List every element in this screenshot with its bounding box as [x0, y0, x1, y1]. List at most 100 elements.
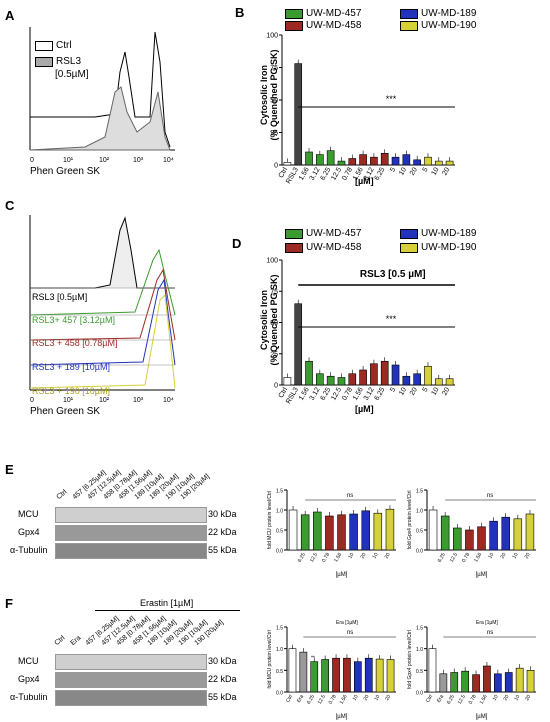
- chart-f1-bar-5: [343, 657, 351, 693]
- chart-e1-xtick-2: 12.5: [309, 552, 319, 564]
- chart-e1-xtick-1: 6.25: [297, 552, 307, 564]
- chart-b-bar-7: [359, 154, 367, 166]
- d-legend-457: UW-MD-457: [285, 228, 361, 239]
- chart-b-bar-3: [316, 154, 324, 166]
- chart-d-bar-7: [359, 369, 367, 386]
- chart-f2-xtick-8: 10: [513, 694, 521, 702]
- chart-d-bar-1: [294, 303, 303, 386]
- chart-f2-xtick-7: 20: [503, 694, 511, 702]
- chart-b-ytick-3: 75: [270, 65, 278, 72]
- chart-d-bar-10: [391, 364, 400, 386]
- chart-b-bar-14: [434, 160, 443, 166]
- chart-e1-xtick-6: 20: [359, 552, 367, 560]
- chart-f2-bar-0: [428, 648, 437, 693]
- f-lanes-1: Era: [69, 634, 82, 647]
- chart-f2-xtick-2: 6.25: [446, 694, 456, 706]
- c-tick-4: 10⁴: [163, 397, 174, 404]
- a-legend-rsl3-dose: [0.5µM]: [55, 69, 89, 80]
- histogram-c: 0 10¹ 10² 10³ 10⁴: [29, 215, 176, 404]
- chart-d-bar-4: [326, 375, 335, 386]
- chart-b-bar-12: [413, 159, 421, 166]
- chart-b-bar-1: [294, 63, 303, 166]
- f-row-tubulin: α-Tubulin: [10, 692, 48, 702]
- c-row-2: RSL3 + 458 [0.78µM]: [32, 338, 118, 348]
- b-legend-190: UW-MD-190: [400, 20, 476, 31]
- chart-e2-ytick-2: 1.0: [416, 509, 423, 515]
- chart-e2-ytick-1: 0.5: [416, 529, 423, 535]
- chart-e1-xtick-7: 10: [372, 552, 380, 560]
- chart-b-bar-5: [337, 160, 346, 166]
- chart-f2-xtick-5: 1.56: [479, 694, 489, 706]
- chart-b-xtick-12: 20: [409, 166, 419, 176]
- chart-b-xtick-10: 5: [389, 166, 397, 173]
- chart-e2-ylabel: fold Gpx4 protein level/Ctrl: [407, 491, 413, 550]
- a-tick-4: 10⁴: [163, 157, 174, 164]
- chart-e-gpx4: 0.0 0.5 1.0 1.5 6.25 12.5 0.78 1.56 10 20 10 20 ns fo…: [407, 489, 536, 578]
- chart-f2-bar-5: [483, 665, 491, 693]
- e-lanes-0: Ctrl: [55, 488, 69, 501]
- a-legend-rsl3: RSL3: [35, 56, 81, 67]
- chart-f1-xtick-5: 1.56: [339, 694, 349, 706]
- panel-e-label: E: [5, 462, 14, 477]
- chart-d-bar-11: [402, 375, 411, 386]
- chart-e1-ytick-0: 0.0: [276, 549, 283, 555]
- chart-e2-bar-7: [513, 518, 523, 551]
- chart-f1-bar-4: [332, 657, 340, 693]
- d-xlabel: [µM]: [355, 404, 374, 414]
- chart-f2-ns: ns: [487, 630, 493, 636]
- f-kda-2: 55 kDa: [208, 692, 237, 702]
- chart-f2-bar-6: [494, 673, 502, 693]
- f-kda-0: 30 kDa: [208, 656, 237, 666]
- chart-f2-bar-8: [515, 667, 524, 693]
- panel-d-label: D: [232, 236, 242, 251]
- chart-f1-xunit: [µM]: [336, 714, 348, 720]
- chart-e1-ytick-2: 1.0: [276, 509, 283, 515]
- chart-f2-ytick-2: 1.0: [416, 647, 423, 653]
- chart-f1-era-label: Era [1µM]: [336, 620, 358, 626]
- chart-f2-ytick-3: 1.5: [416, 626, 423, 632]
- chart-d-xtick-10: 5: [389, 386, 397, 393]
- histogram-a: 0 10¹ 10² 10³ 10⁴: [29, 27, 175, 164]
- chart-f1-ytick-0: 0.0: [276, 691, 283, 697]
- b-legend-458: UW-MD-458: [285, 20, 361, 31]
- chart-b-xtick-9: 6.25: [374, 166, 387, 181]
- c-row-3: RSL3 + 189 [10µM]: [32, 362, 110, 372]
- panel-f-label: F: [5, 596, 13, 611]
- chart-f1-xtick-4: 0.78: [328, 694, 338, 706]
- chart-f2-ytick-1: 0.5: [416, 669, 423, 675]
- chart-f1-ylabel: fold MCU protein level/Ctrl: [267, 630, 273, 688]
- f-blot-tubulin: [55, 690, 207, 706]
- chart-f2-xtick-1: Era: [436, 694, 445, 704]
- chart-f1-xtick-3: 12.5: [317, 694, 327, 706]
- f-mcu-sig: **: [311, 656, 315, 662]
- panel-c-label: C: [5, 198, 15, 213]
- chart-d: 0255075100CtrlRSL31.563.126.2512.50.781.…: [266, 258, 455, 405]
- chart-d-xtick-11: 10: [398, 386, 408, 396]
- chart-e1-ns: ns: [347, 493, 353, 499]
- chart-f1-xtick-0: Ctrl: [285, 694, 294, 704]
- chart-f2-bar-2: [450, 672, 459, 693]
- chart-f1-ytick-3: 1.5: [276, 626, 283, 632]
- chart-d-xtick-15: 20: [441, 386, 451, 396]
- e-kda-2: 55 kDa: [208, 545, 237, 555]
- chart-b: 0255075100CtrlRSL31.563.126.2512.50.781.…: [266, 33, 455, 185]
- b-legend-457: UW-MD-457: [285, 8, 361, 19]
- chart-d-ytick-3: 75: [270, 289, 278, 296]
- chart-e1-bar-3: [325, 515, 334, 551]
- chart-b-ytick-1: 25: [270, 130, 278, 137]
- chart-f2-ylabel: fold Gpx4 protein level/Ctrl: [407, 630, 413, 689]
- chart-e1-bar-8: [385, 508, 395, 551]
- chart-e1-bar-5: [349, 513, 358, 551]
- chart-d-bar-9: [380, 360, 389, 386]
- panel-a-label: A: [5, 8, 15, 23]
- f-kda-1: 22 kDa: [208, 674, 237, 684]
- chart-e2-bar-3: [465, 529, 474, 551]
- chart-e1-bar-4: [337, 514, 346, 551]
- e-blot-mcu: [55, 507, 207, 523]
- e-blot-tubulin: [55, 543, 207, 559]
- chart-d-bar-12: [413, 373, 421, 386]
- chart-d-bar-6: [348, 373, 357, 386]
- chart-b-xtick-15: 20: [441, 166, 451, 176]
- chart-f1-xtick-8: 10: [373, 694, 381, 702]
- chart-f1-xtick-7: 20: [363, 694, 371, 702]
